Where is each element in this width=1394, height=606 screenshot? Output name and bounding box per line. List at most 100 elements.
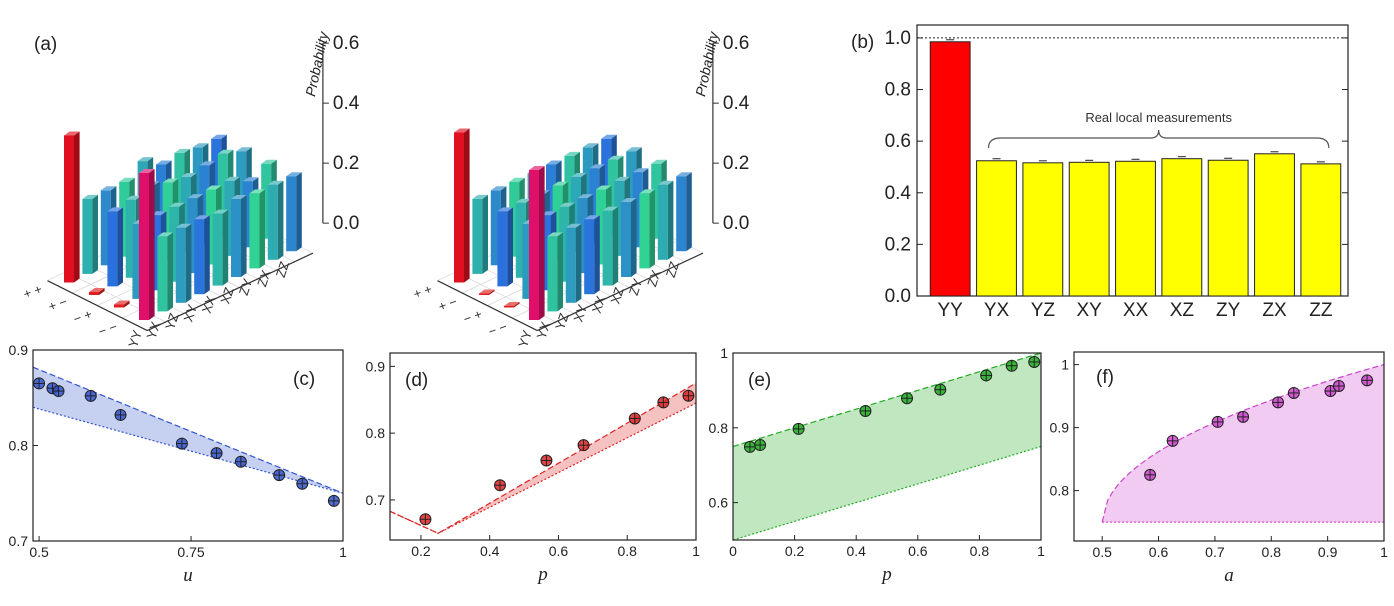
x-tick-label: 0.5 — [29, 544, 49, 560]
data-point — [1144, 468, 1157, 481]
y-tick-label: 0.8 — [9, 438, 29, 454]
bar-front-face — [175, 227, 186, 303]
z-tick-label: 0.0 — [333, 213, 359, 234]
bar-top-face — [676, 172, 692, 177]
col-label: YY — [125, 328, 145, 349]
bar-side-face — [649, 189, 655, 269]
bar-top-face — [187, 194, 204, 199]
bar-front-face — [139, 173, 149, 320]
data-point — [1211, 415, 1224, 428]
x-tick-label: 0.6 — [908, 543, 928, 559]
bar-3d — [194, 215, 210, 295]
band-lower-bound — [33, 406, 343, 494]
bar-top-face — [621, 198, 637, 202]
data-point — [1272, 396, 1285, 409]
bar-front-face — [472, 198, 483, 274]
band-lower-bound — [390, 402, 696, 534]
bar-front-face — [286, 176, 297, 252]
x-tick-label: 1 — [1037, 543, 1045, 559]
bar-front-face — [192, 147, 203, 223]
bar-side-face — [557, 232, 563, 312]
data-point — [84, 389, 97, 402]
band-upper-bound — [1101, 364, 1384, 523]
bar-top-face — [651, 159, 667, 164]
bar-side-face — [296, 172, 302, 252]
x-tick-label: ZX — [1262, 300, 1287, 321]
bar-top-face — [552, 181, 569, 186]
x-tick-label: 0.2 — [785, 543, 805, 559]
feasible-band — [1102, 364, 1384, 523]
bar-top-face — [497, 207, 513, 212]
bar-front-face — [522, 223, 533, 299]
bar-top-face — [657, 180, 674, 185]
data-point — [743, 440, 756, 453]
bar-3d — [621, 198, 637, 277]
bar-front-face — [515, 202, 526, 278]
bar-3d — [249, 189, 265, 269]
bar-top-face — [454, 128, 470, 133]
bar-front-face — [546, 164, 556, 240]
bar — [1254, 153, 1295, 297]
bar-front-face — [497, 211, 508, 287]
bar-front-face — [602, 210, 613, 286]
bar-front-face — [100, 190, 111, 266]
bar-front-face — [651, 163, 662, 239]
bar-top-face — [602, 206, 619, 211]
row-label: − + — [71, 306, 94, 327]
bar-top-face — [139, 169, 155, 173]
bar-side-face — [241, 195, 247, 277]
data-point — [1361, 374, 1374, 387]
annotation-label: Real local measurements — [1085, 110, 1232, 125]
data-point — [419, 513, 432, 526]
plot-frame — [732, 352, 1042, 541]
bar-top-face — [529, 166, 545, 170]
row-label: + + — [21, 281, 44, 302]
bar-front-face — [584, 219, 595, 295]
plot-area — [33, 366, 343, 494]
panel-label-a: (a) — [34, 34, 57, 55]
data-point — [296, 477, 309, 490]
bar-3d — [639, 189, 655, 269]
bar-top-face — [82, 194, 98, 199]
bar-front-face — [242, 181, 253, 248]
bar-top-face — [571, 173, 587, 177]
bar-top-face — [614, 176, 630, 181]
bar-front-face — [231, 199, 241, 277]
x-tick-label: 0.9 — [1318, 544, 1338, 560]
bar-front-face — [564, 155, 575, 231]
bar — [976, 160, 1017, 297]
data-point — [628, 412, 641, 425]
col-label: YX — [534, 319, 554, 340]
bar-front-face — [212, 213, 223, 286]
x-axis-title: p — [536, 564, 548, 585]
bar-front-face — [509, 181, 520, 257]
bar-front-face — [621, 202, 631, 277]
data-point — [657, 396, 670, 409]
bar-front-face — [267, 184, 278, 260]
y-tick-label: 0.0 — [885, 286, 911, 307]
bar-front-face — [607, 159, 618, 235]
bar-top-face — [194, 215, 210, 220]
bar-3d — [157, 232, 173, 312]
bar-3d — [89, 288, 105, 295]
x-tick-label: 0.4 — [480, 543, 500, 559]
data-point — [859, 404, 872, 417]
bar-3d — [454, 128, 470, 283]
col-label: YY — [515, 328, 535, 349]
bar-front-face — [162, 182, 173, 261]
bar-front-face — [657, 184, 668, 260]
bar-3d — [267, 180, 284, 260]
bar-front-face — [261, 163, 272, 239]
bar-front-face — [626, 151, 637, 227]
bar-side-face — [259, 189, 265, 269]
y-tick-label: 0.9 — [9, 342, 29, 358]
bar — [1022, 162, 1064, 297]
bar-3d — [286, 172, 302, 252]
y-tick-label: 0.6 — [709, 495, 729, 511]
bar-front-face — [559, 206, 570, 282]
bar-top-face — [540, 211, 557, 216]
col-axis — [147, 252, 314, 332]
col-label: XX — [589, 294, 609, 315]
bar-front-face — [169, 206, 180, 282]
bar-side-face — [124, 300, 130, 308]
